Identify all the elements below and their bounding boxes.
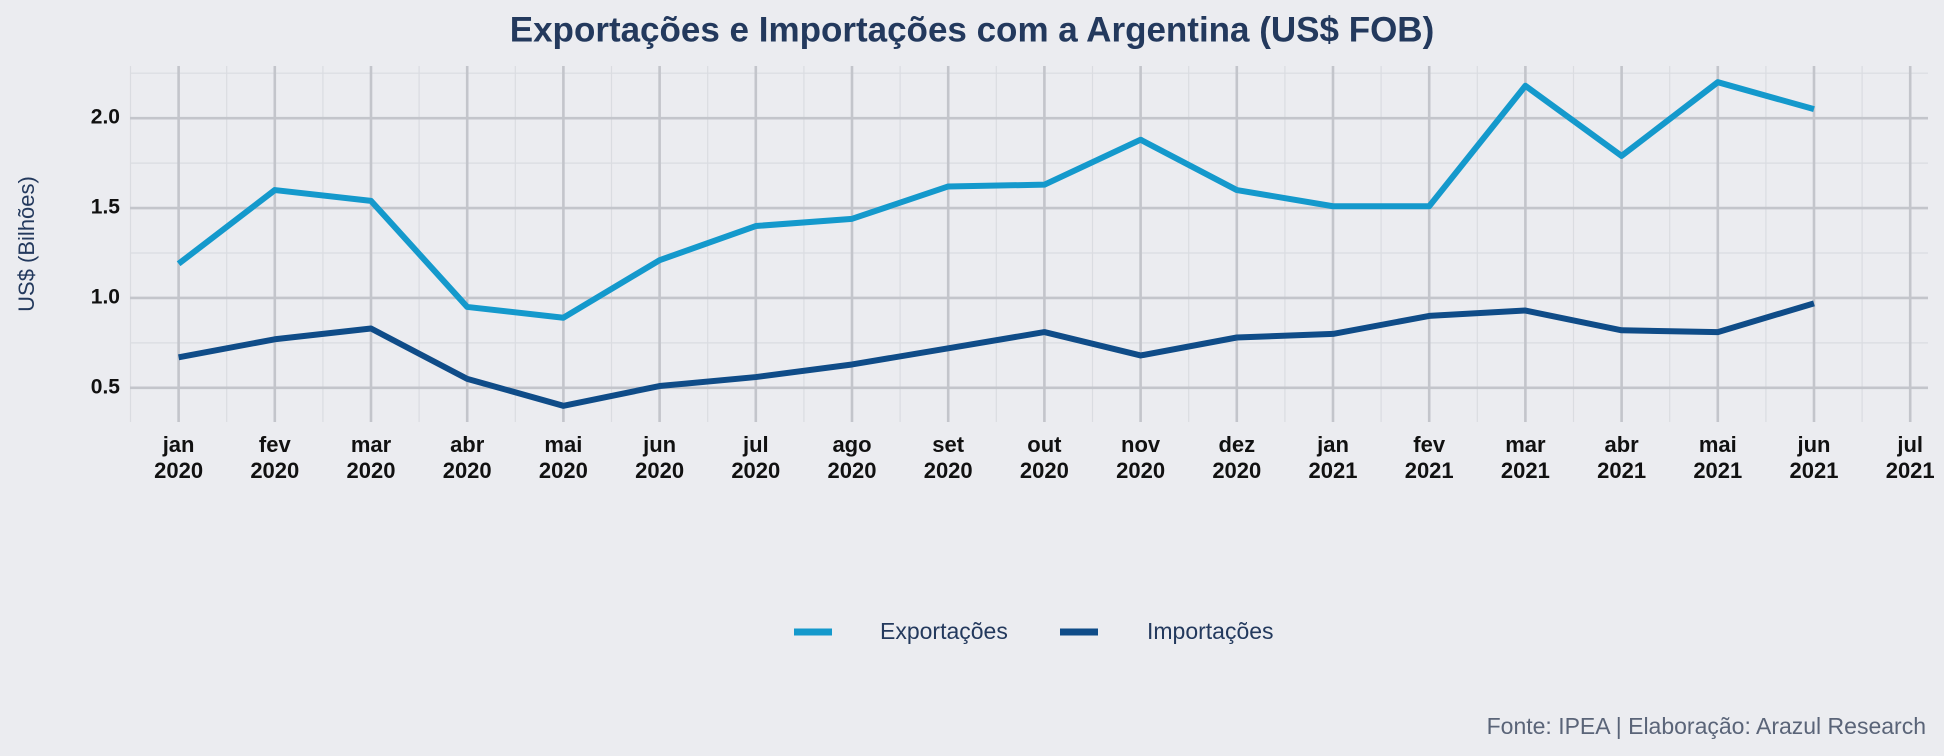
x-tick-label: dez 2020	[1212, 432, 1262, 483]
y-tick-label: 0.5	[91, 375, 121, 398]
chart-title: Exportações e Importações com a Argentin…	[510, 10, 1435, 49]
x-tick-label: jan 2021	[1308, 432, 1358, 483]
x-tick-label: abr 2021	[1597, 432, 1647, 483]
x-tick-label: jun 2020	[635, 432, 685, 483]
x-tick-label: jul 2020	[731, 432, 781, 483]
x-tick-label: mar 2021	[1500, 432, 1550, 483]
y-tick-label: 1.0	[91, 285, 120, 308]
data-line	[176, 79, 1815, 321]
x-tick-label: abr 2020	[442, 432, 492, 483]
x-tick-label: ago 2020	[827, 432, 877, 483]
x-tick-label: jul 2021	[1885, 432, 1935, 483]
x-tick-label: jun 2021	[1789, 432, 1839, 483]
caption: Fonte: IPEA | Elaboração: Arazul Researc…	[1487, 713, 1926, 739]
x-tick-label: fev 2020	[250, 432, 300, 483]
legend-label: Exportações	[880, 618, 1008, 644]
y-axis-label: US$ (Bilhões)	[14, 176, 39, 312]
x-tick-label: nov 2020	[1116, 432, 1166, 483]
legend-label: Importações	[1147, 618, 1274, 644]
x-tick-label: jan 2020	[154, 432, 204, 483]
x-tick-label: mai 2020	[538, 432, 588, 483]
x-tick-label: mar 2020	[346, 432, 396, 483]
x-tick-label: fev 2021	[1404, 432, 1454, 483]
y-tick-label: 1.5	[91, 196, 121, 219]
x-tick-label: mai 2021	[1693, 432, 1743, 483]
x-tick-label: out 2020	[1019, 432, 1069, 483]
data-line	[178, 300, 1815, 409]
x-tick-label: set 2020	[923, 432, 973, 483]
y-tick-label: 2.0	[91, 106, 120, 129]
